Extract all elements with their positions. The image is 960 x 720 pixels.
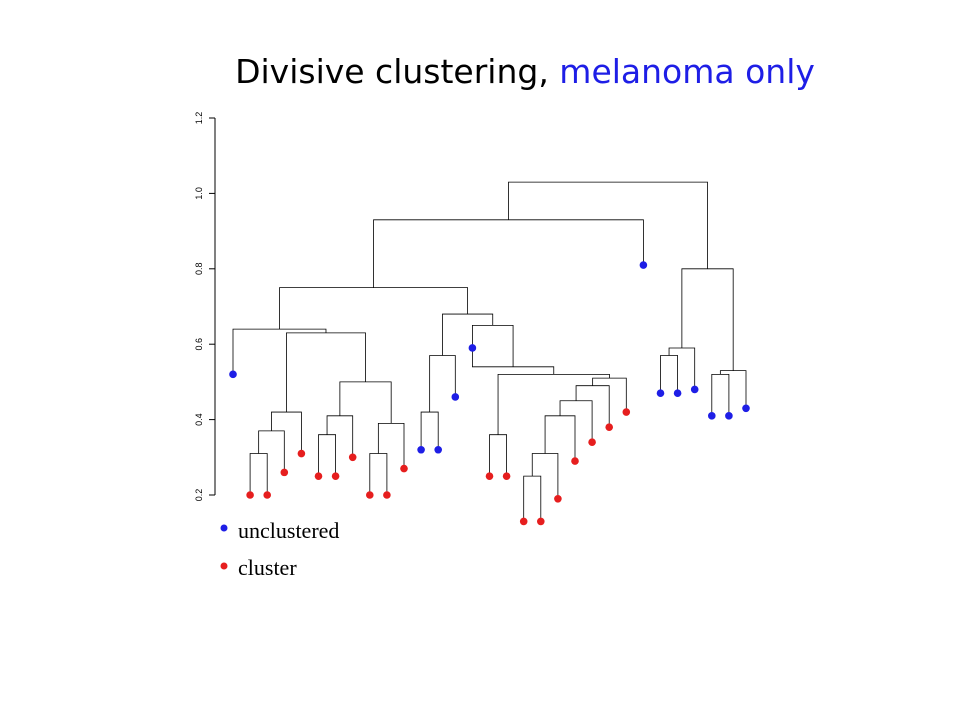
dendrogram-link-6: [377, 422, 405, 469]
leaf-point-30: [725, 412, 733, 420]
leaf-point-23: [605, 423, 613, 431]
leaf-point-3: [263, 491, 272, 499]
leaf-point-29: [708, 412, 716, 420]
leaf-point-26: [656, 389, 665, 398]
dendrogram-link-3: [318, 434, 336, 477]
dendrogram-link-1: [258, 430, 285, 473]
leaf-point-17: [502, 472, 511, 480]
legend: unclustered cluster: [220, 518, 339, 580]
y-tick-label-2: 0.6: [194, 338, 204, 351]
dendrogram-link-10: [420, 411, 439, 450]
leaf-point-24: [622, 408, 631, 416]
leaf-point-8: [348, 453, 357, 462]
dendrogram-link-5: [369, 453, 388, 495]
dendrogram-link-8: [286, 332, 366, 413]
dendrogram-link-23: [279, 287, 469, 330]
dendrogram-link-12: [489, 434, 507, 477]
y-tick-label-3: 0.8: [194, 263, 204, 276]
y-axis-ticks: 0.2 0.4 0.6 0.8 1.0 1.2: [194, 112, 215, 502]
dendrogram-links: [232, 181, 747, 522]
y-tick-label-5: 1.2: [194, 112, 204, 125]
leaf-point-27: [673, 389, 682, 398]
dendrogram-link-27: [719, 370, 747, 409]
y-tick-label-1: 0.4: [194, 413, 204, 426]
dendrogram-link-4: [326, 415, 354, 458]
leaf-point-7: [331, 472, 340, 480]
dendrogram-link-22: [442, 313, 494, 356]
legend-unclustered-label: unclustered: [238, 518, 339, 543]
leaf-point-28: [690, 385, 699, 394]
dendrogram-link-21: [472, 324, 514, 367]
leaf-point-12: [417, 445, 425, 454]
chart-title: Divisive clustering, melanoma only: [0, 52, 960, 91]
legend-cluster-marker: [220, 562, 228, 570]
leaf-point-11: [400, 464, 408, 473]
dendrogram-link-16: [559, 400, 593, 443]
leaf-point-6: [314, 472, 323, 480]
dendrogram-link-13: [523, 475, 542, 522]
leaf-point-18: [519, 517, 528, 526]
leaf-point-9: [366, 491, 374, 499]
dendrogram-link-9: [232, 328, 327, 375]
leaf-point-21: [571, 457, 579, 465]
dendrogram-link-25: [668, 347, 696, 390]
leaf-point-4: [280, 468, 289, 477]
dendrogram-link-7: [339, 381, 392, 424]
leaf-point-16: [485, 472, 494, 480]
leaf-point-13: [434, 445, 443, 454]
dendrogram-link-0: [249, 453, 268, 495]
leaf-point-2: [246, 491, 254, 499]
dendrogram-link-11: [429, 355, 456, 413]
leaf-point-1: [229, 370, 237, 379]
dendrogram-leaves: [229, 261, 750, 526]
dendrogram-link-26: [711, 373, 730, 416]
legend-unclustered-marker: [220, 524, 228, 532]
y-tick-label-0: 0.2: [194, 489, 204, 502]
legend-cluster-label: cluster: [238, 555, 297, 580]
leaf-point-25: [639, 261, 648, 269]
leaf-point-20: [554, 494, 562, 503]
dendrogram-link-24: [660, 355, 678, 394]
dendrogram-link-2: [271, 411, 302, 454]
dendrogram-link-15: [544, 415, 576, 462]
chart-title-main: Divisive clustering,: [235, 52, 560, 91]
dendrogram-link-28: [681, 268, 734, 371]
y-tick-label-4: 1.0: [194, 187, 204, 200]
leaf-point-31: [742, 404, 750, 413]
leaf-point-22: [588, 438, 596, 447]
dendrogram-link-29: [373, 219, 644, 288]
chart-title-highlight: melanoma only: [559, 52, 815, 91]
leaf-point-15: [468, 344, 477, 352]
dendrogram-link-30: [508, 181, 708, 269]
leaf-point-5: [297, 449, 306, 458]
leaf-point-10: [383, 491, 391, 499]
leaf-point-14: [451, 393, 460, 401]
leaf-point-19: [537, 517, 545, 526]
dendrogram-link-17: [575, 385, 610, 428]
